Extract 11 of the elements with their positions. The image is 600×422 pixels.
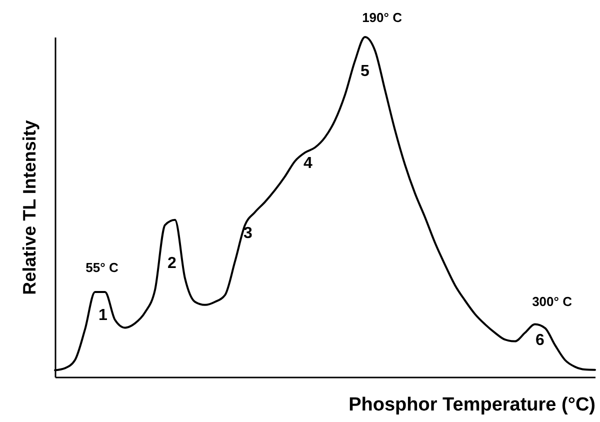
x-axis-title: Phosphor Temperature (°C) bbox=[348, 394, 596, 416]
annotation: 4 bbox=[304, 155, 313, 172]
annotation: 55° C bbox=[86, 260, 119, 275]
annotation: 2 bbox=[168, 255, 177, 272]
annotation: 1 bbox=[98, 307, 108, 324]
text: 190° C bbox=[362, 10, 403, 25]
annotation: 300° C bbox=[532, 294, 573, 309]
y-axis-title: Relative TL Intensity bbox=[20, 120, 40, 295]
annotation: 6 bbox=[536, 332, 545, 349]
annotation: 3 bbox=[244, 225, 253, 242]
annotation: 5 bbox=[360, 63, 370, 80]
